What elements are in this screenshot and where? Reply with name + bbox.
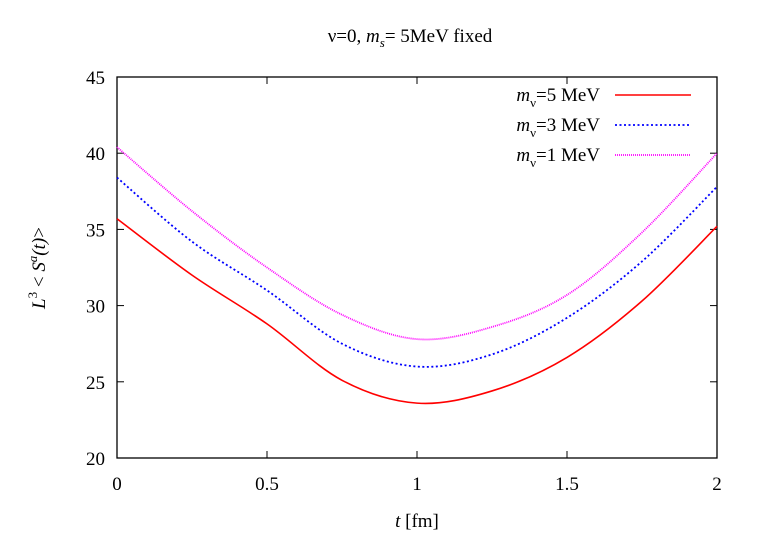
legend-label: mν=3 MeV xyxy=(516,115,600,140)
plot-frame xyxy=(116,76,718,459)
legend-label: mν=5 MeV xyxy=(516,85,600,110)
legend-label: mν=1 MeV xyxy=(516,145,600,170)
y-tick-label: 30 xyxy=(86,297,105,318)
x-tick-label: 0.5 xyxy=(255,474,279,495)
x-tick-label: 0 xyxy=(112,474,122,495)
x-tick-label: 1 xyxy=(412,474,422,495)
y-tick-label: 45 xyxy=(86,68,105,89)
y-tick-label: 40 xyxy=(86,144,105,165)
x-tick-label: 2 xyxy=(712,474,722,495)
x-axis-label: t [fm] xyxy=(395,511,439,532)
series-line-0 xyxy=(116,218,718,405)
chart-title: ν=0, ms= 5MeV fixed xyxy=(328,26,493,50)
series-line-2 xyxy=(116,146,718,341)
y-tick-label: 25 xyxy=(86,373,105,394)
y-tick-label: 20 xyxy=(86,449,105,470)
y-tick-label: 35 xyxy=(86,220,105,241)
y-axis-label: L3 < Sa(t)> xyxy=(25,227,50,310)
series-line-1 xyxy=(116,176,718,368)
x-tick-label: 1.5 xyxy=(555,474,579,495)
